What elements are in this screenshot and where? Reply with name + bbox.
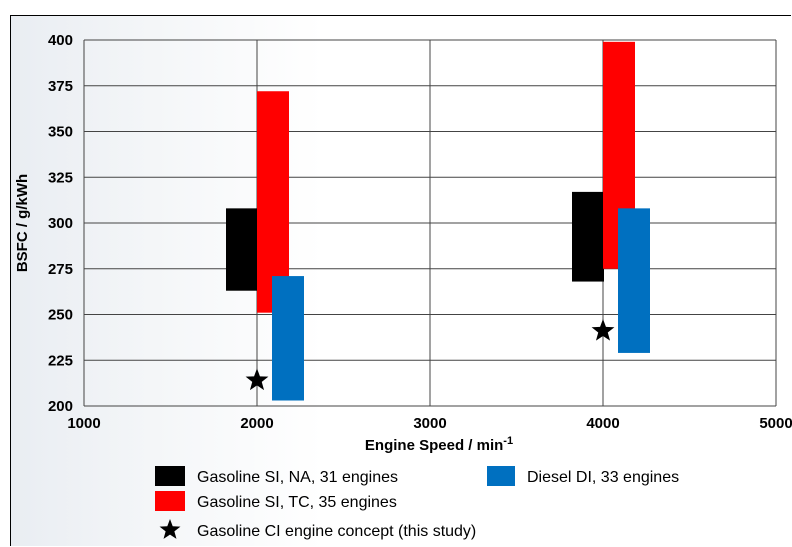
star-marker-0 <box>245 368 269 391</box>
bar-series-0-1 <box>572 191 604 282</box>
x-axis-title-sup: -1 <box>503 435 513 447</box>
legend-label-star: Gasoline CI engine concept (this study) <box>197 523 476 540</box>
x-axis-title-main: Engine Speed / min <box>365 437 503 454</box>
bar-series-0-0 <box>226 208 258 291</box>
y-tick-label-3: 275 <box>48 261 73 278</box>
y-tick-label-1: 225 <box>48 352 73 369</box>
y-tick-label-0: 200 <box>48 398 73 415</box>
y-tick-labels: 200 225 250 275 300 325 350 375 400 <box>48 32 73 415</box>
legend-label-1: Diesel DI, 33 engines <box>527 469 679 486</box>
legend-star-icon <box>159 519 181 539</box>
x-tick-labels: 1000 2000 3000 4000 5000 <box>67 415 792 432</box>
y-tick-label-4: 300 <box>48 215 73 232</box>
star-marker-1 <box>591 318 615 341</box>
legend-swatch-2 <box>155 491 185 511</box>
x-tick-label-3: 4000 <box>586 415 619 432</box>
bar-series-2-1 <box>618 208 650 353</box>
legend-swatch-0 <box>155 466 185 486</box>
star-markers <box>245 318 615 391</box>
legend-label-0: Gasoline SI, NA, 31 engines <box>197 469 398 486</box>
y-tick-label-6: 350 <box>48 124 73 141</box>
x-tick-label-4: 5000 <box>759 415 792 432</box>
legend: Gasoline SI, NA, 31 engines Diesel DI, 33… <box>155 466 679 540</box>
y-tick-label-8: 400 <box>48 32 73 49</box>
x-tick-label-0: 1000 <box>67 415 100 432</box>
x-tick-label-2: 3000 <box>413 415 446 432</box>
legend-label-2: Gasoline SI, TC, 35 engines <box>197 494 397 511</box>
y-tick-label-2: 250 <box>48 307 73 324</box>
x-axis-title: Engine Speed / min-1 <box>365 435 513 454</box>
y-axis-title: BSFC / g/kWh <box>14 174 31 272</box>
bar-series-1-0 <box>257 91 289 313</box>
bar-series-2-0 <box>272 276 304 401</box>
y-tick-label-5: 325 <box>48 169 73 186</box>
grid <box>83 39 777 407</box>
chart-frame <box>10 15 791 546</box>
legend-swatch-1 <box>487 466 515 486</box>
x-tick-label-1: 2000 <box>240 415 273 432</box>
y-tick-label-7: 375 <box>48 78 73 95</box>
bars <box>226 41 650 401</box>
